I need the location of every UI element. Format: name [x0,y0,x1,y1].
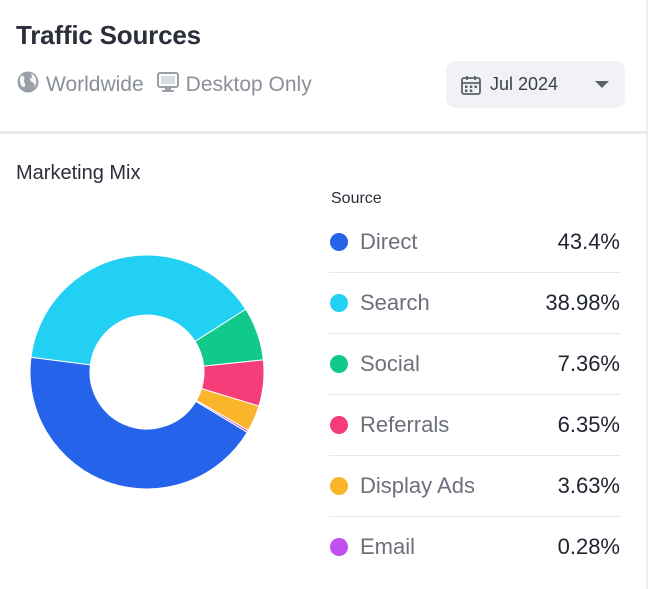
legend-header: Source [331,190,382,207]
legend-value-direct: 43.4% [557,229,620,254]
globe-icon [16,70,46,100]
card-title: Traffic Sources [16,20,201,50]
legend-value-social: 7.36% [557,351,620,376]
date-selector-button[interactable]: Jul 2024 [446,61,625,108]
legend-dot-display-ads [330,477,348,495]
legend-dot-search [330,294,348,312]
legend-dot-email [330,538,348,556]
filter-worldwide-label: Worldwide [46,73,144,96]
filter-desktop-only[interactable]: Desktop Only [156,70,312,100]
legend-label-search: Search [360,290,430,315]
filter-desktop-only-label: Desktop Only [185,73,312,96]
filters: Worldwide Desktop Only [16,70,324,100]
legend-label-referrals: Referrals [360,412,450,437]
date-selector-label: Jul 2024 [490,74,559,94]
section-title: Marketing Mix [16,162,141,184]
legend-value-referrals: 6.35% [557,412,620,437]
legend-row-display-ads[interactable]: Display Ads 3.63% [329,456,620,517]
legend-value-email: 0.28% [557,534,620,559]
legend-label-display-ads: Display Ads [360,473,475,498]
filter-worldwide[interactable]: Worldwide [16,70,144,100]
legend-row-search[interactable]: Search 38.98% [329,273,620,334]
calendar-icon [460,74,482,96]
donut-slice-search[interactable] [30,254,247,366]
legend-label-social: Social [360,351,420,376]
legend-dot-referrals [330,416,348,434]
donut-chart [29,254,265,490]
legend: Direct 43.4% Search 38.98% Social 7.36% Referr… [329,212,620,577]
legend-label-direct: Direct [360,229,418,254]
donut-slice-email[interactable] [195,399,250,433]
chevron-down-icon [595,81,609,88]
legend-value-search: 38.98% [545,290,620,315]
legend-dot-direct [330,233,348,251]
legend-label-email: Email [360,534,416,559]
legend-row-referrals[interactable]: Referrals 6.35% [329,395,620,456]
legend-row-email[interactable]: Email 0.28% [329,517,620,577]
desktop-icon [156,70,186,100]
legend-row-social[interactable]: Social 7.36% [329,334,620,395]
legend-value-display-ads: 3.63% [557,473,620,498]
legend-dot-social [330,355,348,373]
legend-row-direct[interactable]: Direct 43.4% [329,212,620,273]
donut-slice-direct[interactable] [29,356,248,490]
header-divider [0,131,648,134]
